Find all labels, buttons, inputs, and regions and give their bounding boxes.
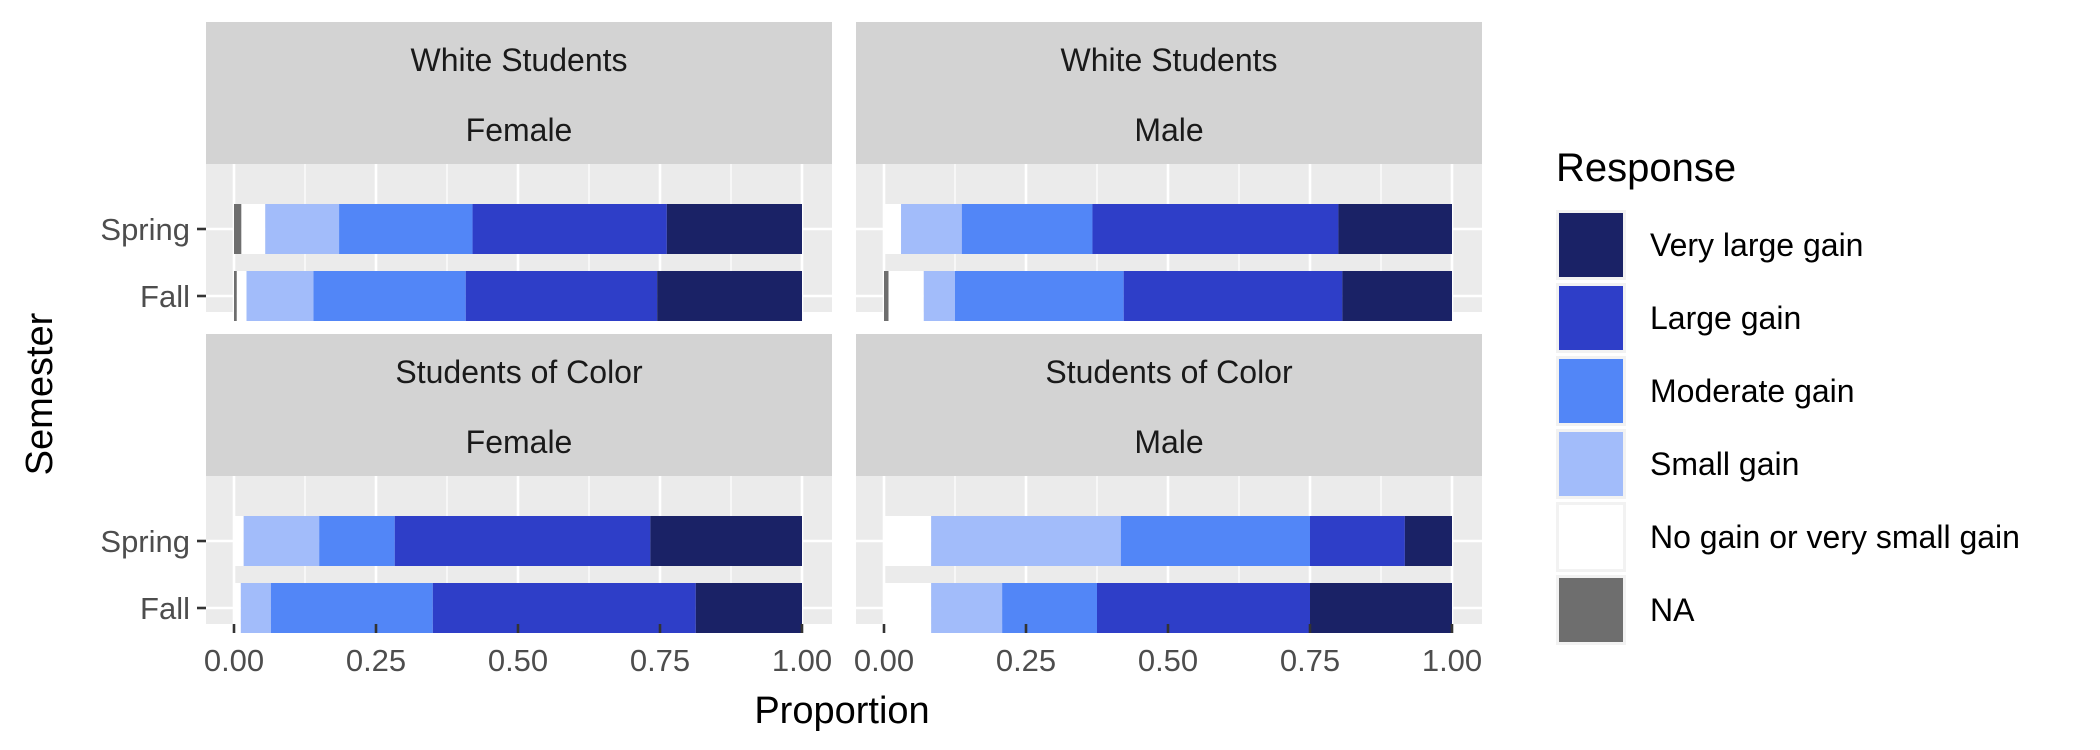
bar-segment-spring-small-gain [243, 516, 320, 566]
bar-segment-spring-no-gain-or-very-small-gain [884, 516, 932, 566]
bar-segment-fall-no-gain-or-very-small-gain [888, 271, 924, 321]
facet-col-label: Male [1134, 112, 1203, 148]
legend-key-swatch [1559, 286, 1623, 350]
bar-segment-fall-moderate-gain [313, 271, 466, 321]
bar-segment-spring-large-gain [472, 204, 667, 254]
bar-segment-spring-large-gain [394, 516, 651, 566]
bar-segment-spring-moderate-gain [961, 204, 1093, 254]
bar-segment-spring-no-gain-or-very-small-gain [241, 204, 266, 254]
x-tick-label: 0.50 [488, 643, 548, 678]
x-tick-label: 0.25 [346, 643, 406, 678]
bar-segment-spring-no-gain-or-very-small-gain [884, 204, 902, 254]
bar-segment-fall-large-gain [465, 271, 658, 321]
x-tick-label: 1.00 [772, 643, 832, 678]
legend-label: Large gain [1650, 300, 1801, 336]
bar-segment-spring-large-gain [1310, 516, 1405, 566]
legend-key-swatch [1559, 359, 1623, 423]
bar-segment-fall-no-gain-or-very-small-gain [236, 271, 247, 321]
bar-segment-spring-no-gain-or-very-small-gain [234, 516, 244, 566]
x-tick-label: 0.50 [1138, 643, 1198, 678]
x-tick-label: 0.75 [630, 643, 690, 678]
bar-segment-fall-large-gain [432, 583, 696, 633]
legend-item-small-gain: Small gain [1556, 429, 1799, 499]
bar-segment-fall-large-gain [1097, 583, 1310, 633]
x-tick-label: 0.75 [1280, 643, 1340, 678]
chart-axes: Spring Fall Spring Fall 0.00 0.25 0.50 0.75 1.00… [100, 212, 1482, 678]
panel-students-of-color-female: Students of Color Female [206, 334, 832, 633]
facet-col-label: Male [1134, 424, 1203, 460]
facet-row-label: Students of Color [1045, 354, 1293, 390]
x-tick-label: 1.00 [1422, 643, 1482, 678]
legend-label: Moderate gain [1650, 373, 1855, 409]
bar-segment-spring-moderate-gain [339, 204, 473, 254]
y-axis-title: Semester [19, 312, 61, 475]
legend-title: Response [1556, 146, 1736, 190]
y-tick-label: Fall [140, 279, 190, 314]
bar-segment-fall-small-gain [246, 271, 314, 321]
facet-strip [856, 22, 1482, 164]
y-tick-label: Fall [140, 591, 190, 626]
bar-segment-spring-small-gain [901, 204, 962, 254]
y-tick-label: Spring [100, 212, 190, 247]
legend-item-very-large-gain: Very large gain [1556, 210, 1863, 280]
chart-legend: Response Very large gain Large gain Moderat… [1556, 146, 2020, 645]
bar-segment-fall-large-gain [1123, 271, 1343, 321]
legend-item-large-gain: Large gain [1556, 283, 1801, 353]
facet-col-label: Female [466, 112, 573, 148]
bar-segment-fall-no-gain-or-very-small-gain [884, 583, 932, 633]
legend-label: NA [1650, 592, 1695, 628]
legend-key-swatch [1559, 505, 1623, 569]
facet-strip [856, 334, 1482, 476]
bar-segment-spring-na [234, 204, 242, 254]
facet-row-label: White Students [1061, 42, 1278, 78]
x-axis-title: Proportion [754, 690, 929, 732]
x-tick-label: 0.25 [996, 643, 1056, 678]
facet-strip [206, 22, 832, 164]
bar-segment-spring-very-large-gain [666, 204, 802, 254]
facet-col-label: Female [466, 424, 573, 460]
bar-segment-spring-very-large-gain [650, 516, 802, 566]
legend-label: Small gain [1650, 446, 1799, 482]
x-tick-label: 0.00 [854, 643, 914, 678]
facet-strip [206, 334, 832, 476]
bar-segment-fall-small-gain [923, 271, 955, 321]
bar-segment-fall-na [884, 271, 889, 321]
bar-segment-spring-very-large-gain [1338, 204, 1452, 254]
bar-segment-fall-small-gain [240, 583, 271, 633]
y-tick-label: Spring [100, 524, 190, 559]
bar-segment-fall-moderate-gain [955, 271, 1124, 321]
legend-key-swatch [1559, 213, 1623, 277]
legend-item-na: NA [1556, 575, 1695, 645]
bar-segment-fall-very-large-gain [1342, 271, 1452, 321]
legend-key-swatch [1559, 578, 1623, 642]
legend-label: Very large gain [1650, 227, 1863, 263]
panel-white-students-male: White Students Male [856, 22, 1482, 321]
panel-students-of-color-male: Students of Color Male [856, 334, 1482, 633]
bar-segment-spring-moderate-gain [1120, 516, 1310, 566]
bar-segment-spring-moderate-gain [319, 516, 395, 566]
bar-segment-fall-very-large-gain [657, 271, 802, 321]
bar-segment-fall-moderate-gain [1002, 583, 1097, 633]
bar-segment-spring-small-gain [931, 516, 1121, 566]
legend-item-moderate-gain: Moderate gain [1556, 356, 1855, 426]
facet-row-label: Students of Color [395, 354, 643, 390]
x-tick-label: 0.00 [204, 643, 264, 678]
bar-segment-fall-small-gain [931, 583, 1003, 633]
bar-segment-spring-small-gain [265, 204, 340, 254]
bar-segment-fall-moderate-gain [270, 583, 433, 633]
panel-white-students-female: White Students Female [206, 22, 832, 321]
legend-label: No gain or very small gain [1650, 519, 2020, 555]
legend-key-swatch [1559, 432, 1623, 496]
bar-segment-spring-large-gain [1092, 204, 1339, 254]
bar-segment-fall-no-gain-or-very-small-gain [234, 583, 241, 633]
legend-item-no-gain-or-very-small-gain: No gain or very small gain [1556, 502, 2020, 572]
bar-segment-fall-very-large-gain [1310, 583, 1452, 633]
bar-segment-fall-na [234, 271, 237, 321]
bar-segment-spring-very-large-gain [1404, 516, 1452, 566]
bar-segment-fall-very-large-gain [695, 583, 802, 633]
facet-row-label: White Students [411, 42, 628, 78]
